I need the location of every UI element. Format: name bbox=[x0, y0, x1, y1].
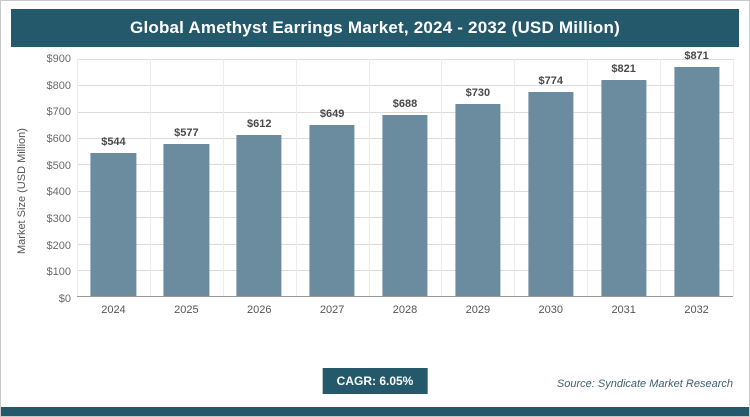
y-tick-label: $200 bbox=[46, 239, 71, 252]
bar-cell-2030: $774 bbox=[514, 59, 587, 297]
bar-cell-2025: $577 bbox=[150, 59, 223, 297]
bar-2028 bbox=[382, 114, 428, 297]
bar-2032 bbox=[673, 66, 720, 297]
bar-cell-2024: $544 bbox=[77, 59, 150, 297]
x-axis-labels: 2024 2025 2026 2027 2028 2029 2030 2031 2032 bbox=[77, 297, 733, 323]
vertical-gridline bbox=[733, 59, 734, 297]
bar-value-label: $821 bbox=[611, 62, 636, 75]
vertical-gridline bbox=[149, 59, 151, 297]
bar-value-label: $730 bbox=[465, 86, 491, 99]
bar-2025 bbox=[163, 144, 209, 297]
chart-title: Global Amethyst Earrings Market, 2024 - … bbox=[11, 9, 739, 47]
x-tick-label-2029: 2029 bbox=[465, 304, 491, 317]
cagr-badge: CAGR: 6.05% bbox=[322, 368, 428, 394]
vertical-gridline bbox=[295, 59, 297, 297]
vertical-gridline bbox=[77, 59, 78, 297]
bar-value-label: $688 bbox=[392, 97, 418, 110]
x-tick-label-2030: 2030 bbox=[538, 304, 564, 317]
plot-area: $544 $577 $612 $649 $688 $730 $774 $821 $871 bbox=[77, 50, 734, 298]
bar-cell-2028: $688 bbox=[369, 59, 442, 297]
x-tick-label-2027: 2027 bbox=[319, 304, 345, 317]
gridline bbox=[77, 111, 733, 113]
y-axis-title: Market Size (USD Million) bbox=[16, 128, 28, 254]
bar-value-label: $577 bbox=[174, 127, 199, 140]
y-tick-label: $800 bbox=[46, 79, 71, 92]
y-axis-ticks: $0 $100 $200 $300 $400 $500 $600 $700 $800 $900 bbox=[31, 53, 77, 305]
y-tick-label: $400 bbox=[46, 186, 71, 199]
bar-2024 bbox=[90, 152, 137, 297]
x-tick-label-2025: 2025 bbox=[174, 304, 199, 317]
plot-wrap: $544 $577 $612 $649 $688 $730 $774 $821 $871 202… bbox=[77, 50, 734, 323]
bar-value-label: $649 bbox=[319, 108, 345, 121]
y-tick-label: $900 bbox=[46, 53, 71, 65]
bar-cell-2031: $821 bbox=[587, 59, 660, 297]
bar-2029 bbox=[455, 103, 501, 297]
y-tick-label: $100 bbox=[46, 266, 71, 279]
bottom-accent-strip bbox=[1, 407, 749, 416]
bar-2030 bbox=[528, 92, 574, 297]
vertical-gridline bbox=[368, 59, 370, 297]
bar-cell-2027: $649 bbox=[296, 59, 369, 297]
x-tick-label-2024: 2024 bbox=[101, 304, 126, 317]
bar-value-label: $871 bbox=[684, 49, 709, 62]
vertical-gridline bbox=[514, 59, 516, 297]
x-tick-label-2028: 2028 bbox=[392, 304, 418, 317]
y-tick-label: $0 bbox=[58, 293, 71, 305]
vertical-gridline bbox=[441, 59, 443, 297]
bar-2031 bbox=[601, 79, 647, 297]
gridline bbox=[77, 85, 733, 87]
bar-chart: Market Size (USD Million) $0 $100 $200 $300… bbox=[13, 50, 734, 323]
bar-value-label: $774 bbox=[538, 75, 564, 88]
y-tick-label: $300 bbox=[46, 212, 71, 225]
bar-cell-2029: $730 bbox=[441, 59, 514, 297]
bar-value-label: $612 bbox=[246, 117, 272, 130]
source-note: Source: Syndicate Market Research bbox=[556, 378, 733, 390]
y-tick-label: $500 bbox=[46, 159, 71, 172]
gridline bbox=[77, 59, 733, 60]
vertical-gridline bbox=[660, 59, 662, 297]
bar-2026 bbox=[236, 134, 282, 297]
y-tick-label: $700 bbox=[46, 106, 71, 119]
x-tick-label-2026: 2026 bbox=[246, 304, 272, 317]
vertical-gridline bbox=[222, 59, 224, 297]
bars-layer: $544 $577 $612 $649 $688 $730 $774 $821 $871 bbox=[77, 50, 733, 297]
y-tick-label: $600 bbox=[46, 132, 71, 145]
bar-cell-2032: $871 bbox=[660, 50, 733, 297]
bar-value-label: $544 bbox=[101, 135, 126, 148]
x-tick-label-2032: 2032 bbox=[684, 304, 709, 317]
bar-cell-2026: $612 bbox=[223, 59, 296, 297]
vertical-gridline bbox=[587, 59, 589, 297]
bar-2027 bbox=[309, 125, 355, 297]
x-tick-label-2031: 2031 bbox=[611, 304, 636, 317]
